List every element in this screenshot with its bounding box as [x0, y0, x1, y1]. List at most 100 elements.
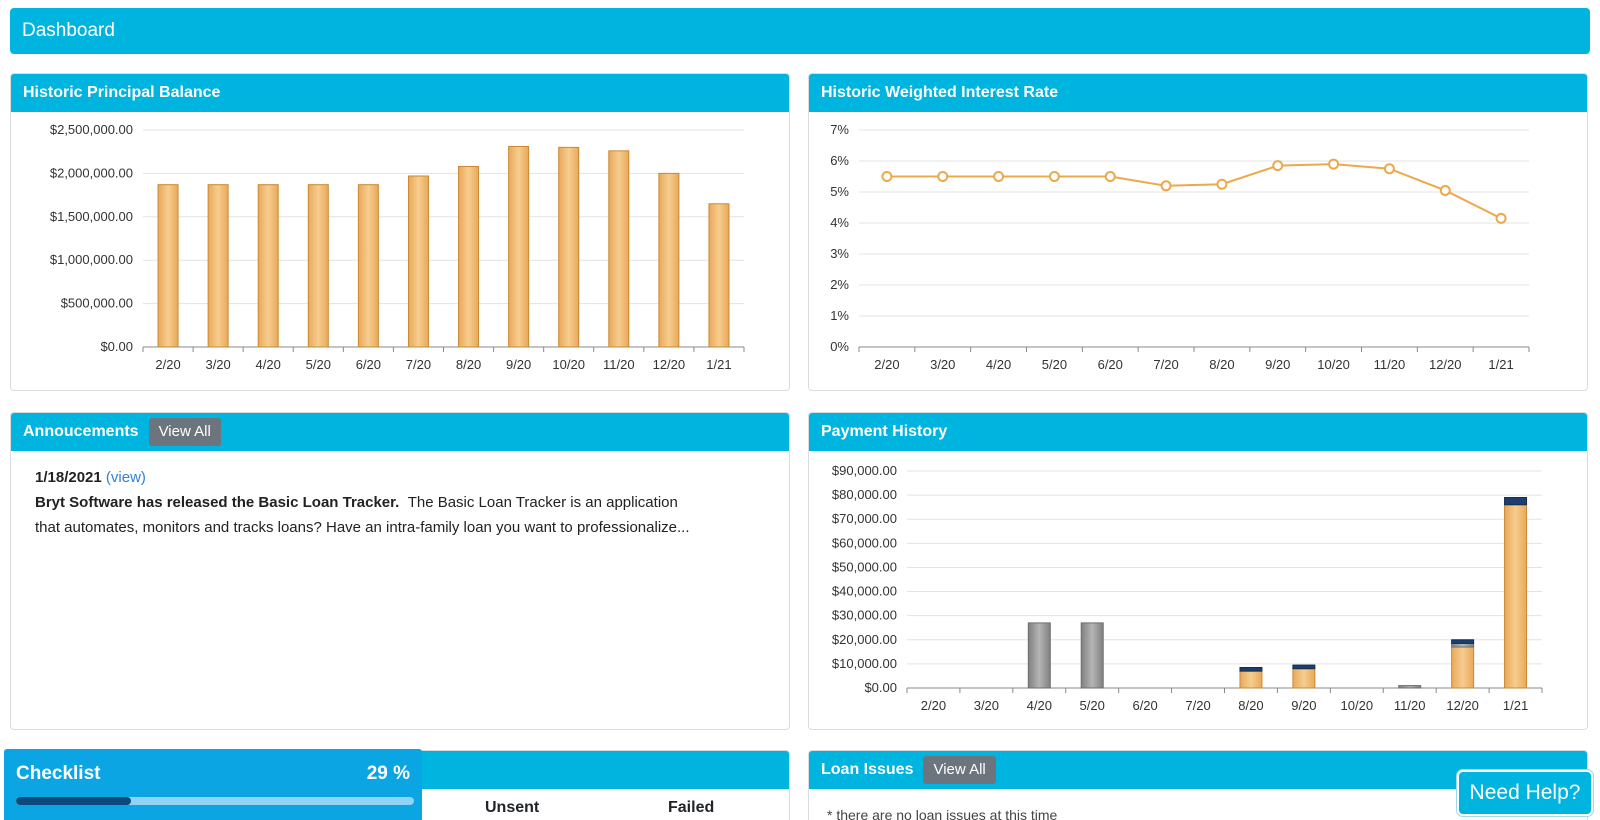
- payment-history-chart: $0.00 $10,000.00 $20,000.00 $30,000.00 $40,0…: [832, 463, 1543, 713]
- x-tick-label: 6/20: [356, 357, 381, 372]
- page-title-bar: Dashboard: [10, 8, 1590, 54]
- payment-history-title: Payment History: [821, 423, 948, 440]
- payment-bar-principal: [1292, 668, 1316, 689]
- y-tick-label: $0.00: [100, 339, 133, 354]
- interest-rate-point: [1104, 171, 1116, 182]
- principal-bar: [608, 150, 630, 348]
- payment-bar-interest: [1451, 639, 1475, 644]
- x-tick-label: 6/20: [1132, 698, 1157, 713]
- announcement-item: 1/18/2021 (view) Bryt Software has relea…: [11, 451, 789, 554]
- x-tick-label: 5/20: [1080, 698, 1105, 713]
- y-tick-label: $40,000.00: [832, 584, 897, 599]
- announcements-panel: Annoucements View All 1/18/2021 (view) B…: [10, 412, 790, 730]
- payment-bar-other: [1398, 685, 1422, 689]
- announcement-date: 1/18/2021: [35, 469, 102, 486]
- y-tick-label: 5%: [830, 184, 849, 199]
- principal-bar: [207, 184, 229, 348]
- interest-rate-title: Historic Weighted Interest Rate: [821, 84, 1059, 101]
- y-tick-label: 3%: [830, 246, 849, 261]
- x-tick-label: 12/20: [1446, 698, 1479, 713]
- x-tick-label: 10/20: [552, 357, 585, 372]
- x-tick-label: 2/20: [921, 698, 946, 713]
- y-tick-label: 2%: [830, 277, 849, 292]
- y-tick-label: $30,000.00: [832, 608, 897, 623]
- x-tick-label: 10/20: [1341, 698, 1374, 713]
- principal-bar: [508, 145, 530, 348]
- x-tick-label: 6/20: [1098, 357, 1123, 372]
- interest-rate-point: [1439, 184, 1451, 196]
- y-tick-label: 1%: [830, 308, 849, 323]
- principal-balance-title: Historic Principal Balance: [23, 84, 221, 101]
- principal-bar: [558, 146, 580, 348]
- x-tick-label: 3/20: [974, 698, 999, 713]
- announcement-body-line1: The Basic Loan Tracker is an application: [407, 494, 678, 511]
- announcements-header: Annoucements View All: [11, 413, 789, 451]
- y-tick-label: $500,000.00: [61, 296, 133, 311]
- payment-history-header: Payment History: [809, 413, 1587, 451]
- principal-bar: [357, 184, 379, 348]
- payment-history-panel: Payment History $0.00 $10,000.00 $20,000.0…: [808, 412, 1588, 730]
- column-failed: Failed: [668, 799, 715, 816]
- interest-rate-header: Historic Weighted Interest Rate: [809, 74, 1587, 112]
- x-tick-label: 7/20: [1185, 698, 1210, 713]
- x-tick-label: 4/20: [986, 357, 1011, 372]
- x-tick-label: 8/20: [456, 357, 481, 372]
- y-tick-label: 4%: [830, 215, 849, 230]
- need-help-button[interactable]: Need Help?: [1457, 770, 1593, 816]
- payment-bar-other: [1027, 622, 1051, 689]
- payment-bar-principal: [1239, 670, 1263, 689]
- announcement-headline: Bryt Software has released the Basic Loa…: [35, 494, 400, 511]
- principal-bar: [708, 203, 730, 348]
- x-tick-label: 7/20: [406, 357, 431, 372]
- y-tick-label: $50,000.00: [832, 559, 897, 574]
- checklist-widget[interactable]: Checklist 29 %: [4, 749, 422, 820]
- x-tick-label: 1/21: [1503, 698, 1528, 713]
- y-tick-label: $2,000,000.00: [50, 165, 133, 180]
- principal-bar: [307, 184, 329, 348]
- x-tick-label: 8/20: [1238, 698, 1263, 713]
- x-tick-label: 3/20: [205, 357, 230, 372]
- interest-rate-line: [886, 163, 1502, 220]
- interest-rate-point: [881, 171, 893, 182]
- x-tick-label: 3/20: [930, 357, 955, 372]
- checklist-progress-bar: [16, 797, 414, 805]
- x-tick-label: 4/20: [1027, 698, 1052, 713]
- y-tick-label: $1,500,000.00: [50, 209, 133, 224]
- x-tick-label: 9/20: [1291, 698, 1316, 713]
- interest-rate-point: [1160, 180, 1172, 192]
- y-tick-label: 0%: [830, 339, 849, 354]
- loan-issues-panel: Loan Issues View All * there are no loan…: [808, 750, 1588, 820]
- principal-bar: [257, 184, 279, 348]
- interest-rate-chart: 0% 1% 2% 3% 4% 5% 6% 7% 2/20 3/20 4/20 5/20 6/20 7/20…: [830, 122, 1530, 372]
- page-title: Dashboard: [22, 20, 115, 41]
- x-tick-label: 2/20: [155, 357, 180, 372]
- announcements-title: Annoucements: [23, 423, 139, 440]
- y-tick-label: $1,000,000.00: [50, 252, 133, 267]
- column-unsent: Unsent: [485, 799, 540, 816]
- y-tick-label: $80,000.00: [832, 487, 897, 502]
- y-tick-label: $0.00: [864, 680, 897, 695]
- principal-bar: [458, 165, 480, 348]
- x-tick-label: 2/20: [874, 357, 899, 372]
- x-tick-label: 4/20: [256, 357, 281, 372]
- x-tick-label: 1/21: [706, 357, 731, 372]
- announcement-view-link[interactable]: (view): [105, 469, 146, 486]
- loan-issues-view-all-button[interactable]: View All: [923, 756, 996, 784]
- announcements-view-all-button[interactable]: View All: [148, 418, 221, 446]
- x-tick-label: 9/20: [1265, 357, 1290, 372]
- checklist-progress-fill: [16, 797, 132, 805]
- checklist-title: Checklist: [16, 763, 101, 784]
- checklist-percent: 29 %: [366, 763, 410, 784]
- interest-rate-point: [1216, 178, 1228, 190]
- y-tick-label: $70,000.00: [832, 511, 897, 526]
- x-tick-label: 11/20: [1374, 357, 1406, 372]
- y-tick-label: $10,000.00: [832, 656, 897, 671]
- x-tick-label: 11/20: [1394, 698, 1426, 713]
- interest-rate-point: [1328, 158, 1340, 170]
- x-tick-label: 1/21: [1488, 357, 1513, 372]
- payment-bar-interest: [1504, 497, 1528, 506]
- principal-balance-panel: Historic Principal Balance $0.00 $500,000…: [10, 73, 790, 391]
- loan-issues-title: Loan Issues: [821, 761, 914, 778]
- y-tick-label: $90,000.00: [832, 463, 897, 478]
